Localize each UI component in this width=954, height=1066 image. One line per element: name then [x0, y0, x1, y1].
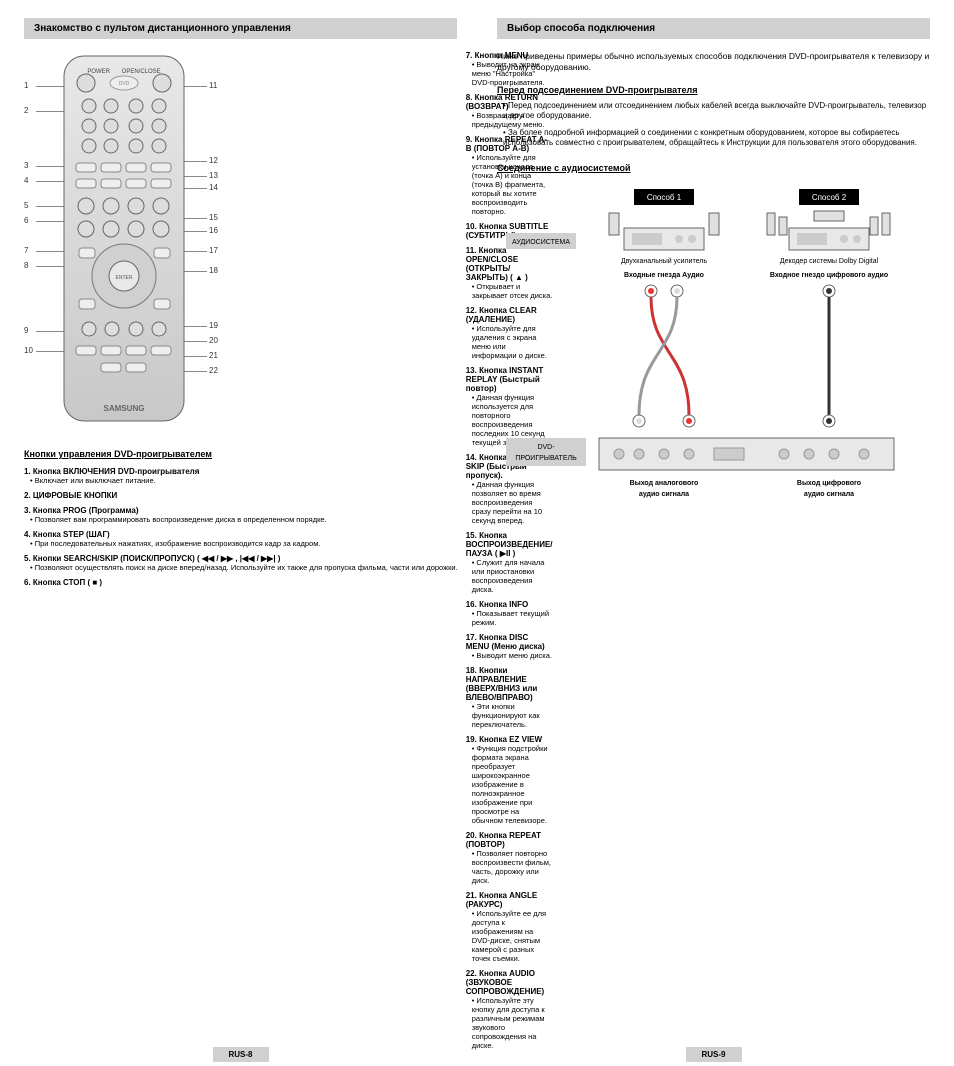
callout-num: 20 — [209, 336, 218, 345]
item-desc: • При последовательных нажатиях, изображ… — [30, 539, 458, 548]
button-item: 5. Кнопки SEARCH/SKIP (ПОИСК/ПРОПУСК) ( … — [24, 554, 458, 572]
callout-num: 13 — [209, 171, 218, 180]
callout-num: 4 — [24, 176, 28, 185]
callout-num: 12 — [209, 156, 218, 165]
svg-text:Способ 1: Способ 1 — [646, 193, 681, 202]
remote-diagram: 12345678910 111213141516171819202122 POW… — [24, 51, 224, 441]
svg-text:POWER OPEN/CLOSE: POWER OPEN/CLOSE — [87, 69, 160, 75]
item-title: 6. Кнопка СТОП ( ■ ) — [24, 578, 458, 587]
callout-num: 17 — [209, 246, 218, 255]
left-page: Знакомство с пультом дистанционного упра… — [24, 18, 457, 1056]
callout-num: 10 — [24, 346, 33, 355]
callout-num: 18 — [209, 266, 218, 275]
callout-num: 3 — [24, 161, 28, 170]
button-item: 4. Кнопка STEP (ШАГ)• При последовательн… — [24, 530, 458, 548]
item-title: 2. ЦИФРОВЫЕ КНОПКИ — [24, 491, 458, 500]
svg-text:Способ 2: Способ 2 — [811, 193, 846, 202]
callout-num: 22 — [209, 366, 218, 375]
svg-text:ПРОИГРЫВАТЕЛЬ: ПРОИГРЫВАТЕЛЬ — [515, 455, 577, 462]
svg-text:ENTER: ENTER — [116, 275, 133, 281]
item-title: 4. Кнопка STEP (ШАГ) — [24, 530, 458, 539]
page-num-left: RUS-8 — [212, 1047, 268, 1062]
page-num-right: RUS-9 — [685, 1047, 741, 1062]
callout-num: 16 — [209, 226, 218, 235]
svg-text:Входные гнезда Аудио: Входные гнезда Аудио — [624, 272, 704, 279]
svg-text:DVD-: DVD- — [537, 444, 555, 451]
callout-num: 2 — [24, 106, 28, 115]
right-intro: Ниже приведены примеры обычно используем… — [497, 51, 930, 73]
remote-control-icon: POWER OPEN/CLOSE DVD — [54, 51, 194, 431]
callout-num: 1 — [24, 81, 28, 90]
callout-num: 6 — [24, 216, 28, 225]
button-item: 3. Кнопка PROG (Программа)• Позволяет ва… — [24, 506, 458, 524]
left-header: Знакомство с пультом дистанционного упра… — [24, 18, 457, 39]
callout-num: 8 — [24, 261, 28, 270]
button-item: 2. ЦИФРОВЫЕ КНОПКИ — [24, 491, 458, 500]
brand-text: SAMSUNG — [104, 404, 145, 413]
left-content: 12345678910 111213141516171819202122 POW… — [24, 51, 457, 1056]
svg-text:АУДИОСИСТЕМА: АУДИОСИСТЕМА — [511, 239, 569, 246]
btns-heading: Кнопки управления DVD-проигрывателем — [24, 449, 458, 459]
callout-num: 7 — [24, 246, 28, 255]
svg-text:Выход цифрового: Выход цифрового — [796, 480, 860, 487]
svg-text:Выход аналогового: Выход аналогового — [629, 480, 698, 487]
sub-heading-1: Перед подсоединением DVD-проигрывателя — [497, 85, 930, 95]
callout-num: 9 — [24, 326, 28, 335]
svg-text:Двухканальный усилитель: Двухканальный усилитель — [620, 257, 706, 265]
svg-text:аудио сигнала: аудио сигнала — [638, 491, 688, 498]
right-page: Выбор способа подключения Ниже приведены… — [497, 18, 930, 1056]
remote-column: 12345678910 111213141516171819202122 POW… — [24, 51, 458, 1056]
callout-num: 19 — [209, 321, 218, 330]
svg-text:аудио сигнала: аудио сигнала — [803, 491, 853, 498]
button-item: 1. Кнопка ВКЛЮЧЕНИЯ DVD-проигрывателя• В… — [24, 467, 458, 485]
button-item: 6. Кнопка СТОП ( ■ ) — [24, 578, 458, 587]
callout-num: 21 — [209, 351, 218, 360]
item-title: 5. Кнопки SEARCH/SKIP (ПОИСК/ПРОПУСК) ( … — [24, 554, 458, 563]
svg-text:DVD: DVD — [119, 81, 130, 87]
item-desc: • Позволяют осуществлять поиск на диске … — [30, 563, 458, 572]
sub-heading-2: Соединение с аудиосистемой — [497, 163, 930, 173]
diagram-svg: Способ 1 Способ 2 АУДИОСИСТЕМА Двухканал… — [504, 183, 924, 523]
item-desc: • Включает или выключает питание. — [30, 476, 458, 485]
item-title: 3. Кнопка PROG (Программа) — [24, 506, 458, 515]
callout-num: 15 — [209, 213, 218, 222]
item-desc: • Позволяет вам программировать воспроиз… — [30, 515, 458, 524]
svg-text:Декодер системы Dolby Digital: Декодер системы Dolby Digital — [779, 258, 878, 265]
callout-num: 5 — [24, 201, 28, 210]
page-spread: Знакомство с пультом дистанционного упра… — [0, 0, 954, 1066]
bullet-item: • За более подробной информацией о соеди… — [503, 128, 930, 149]
item-title: 1. Кнопка ВКЛЮЧЕНИЯ DVD-проигрывателя — [24, 467, 458, 476]
svg-text:Входное гнездо цифрового аудио: Входное гнездо цифрового аудио — [769, 272, 887, 279]
items-col1: 1. Кнопка ВКЛЮЧЕНИЯ DVD-проигрывателя• В… — [24, 467, 458, 587]
connection-diagram: Способ 1 Способ 2 АУДИОСИСТЕМА Двухканал… — [497, 183, 930, 525]
callout-num: 11 — [209, 81, 217, 90]
bullet-item: • Перед подсоединением или отсоединением… — [503, 101, 930, 122]
callout-num: 14 — [209, 183, 218, 192]
right-header: Выбор способа подключения — [497, 18, 930, 39]
